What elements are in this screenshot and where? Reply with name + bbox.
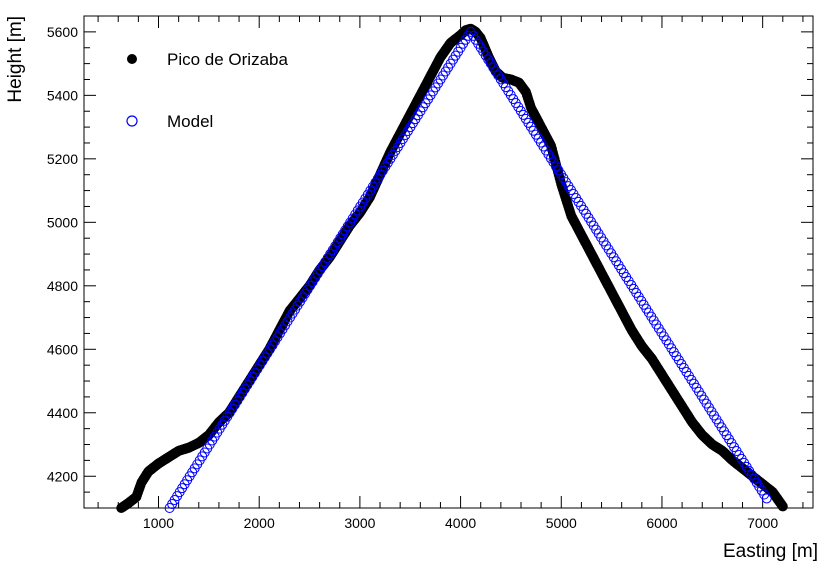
y-tick-label: 5200 bbox=[47, 151, 78, 167]
x-axis-title: Easting [m] bbox=[723, 541, 818, 562]
x-tick-label: 7000 bbox=[747, 515, 778, 531]
y-tick-label: 5000 bbox=[47, 214, 78, 230]
legend-marker-model bbox=[126, 115, 138, 127]
y-tick-label: 4400 bbox=[47, 405, 78, 421]
data-point bbox=[777, 501, 788, 512]
y-tick-label: 5400 bbox=[47, 87, 78, 103]
y-tick-label: 4200 bbox=[47, 468, 78, 484]
y-tick-label: 5600 bbox=[47, 24, 78, 40]
x-tick-label: 5000 bbox=[546, 515, 577, 531]
x-tick-label: 4000 bbox=[445, 515, 476, 531]
legend-marker-pico-de-orizaba bbox=[127, 54, 137, 64]
legend-label-model: Model bbox=[167, 112, 213, 131]
model-point bbox=[761, 493, 772, 504]
x-tick-label: 6000 bbox=[646, 515, 677, 531]
x-tick-label: 2000 bbox=[244, 515, 275, 531]
series-pico-de-orizaba bbox=[116, 23, 788, 513]
x-tick-label: 1000 bbox=[143, 515, 174, 531]
x-tick-label: 3000 bbox=[344, 515, 375, 531]
y-axis-title: Height [m] bbox=[5, 16, 26, 103]
legend: Pico de Orizaba Model bbox=[126, 50, 288, 131]
plot-frame bbox=[83, 15, 814, 509]
axis-ticks bbox=[84, 15, 813, 509]
series-model bbox=[164, 26, 772, 513]
legend-label-pico-de-orizaba: Pico de Orizaba bbox=[167, 50, 288, 69]
y-tick-label: 4800 bbox=[47, 278, 78, 294]
y-tick-label: 4600 bbox=[47, 341, 78, 357]
axis-tick-labels: 1000 2000 3000 4000 5000 6000 7000 4200 4400 4600… bbox=[47, 24, 779, 531]
